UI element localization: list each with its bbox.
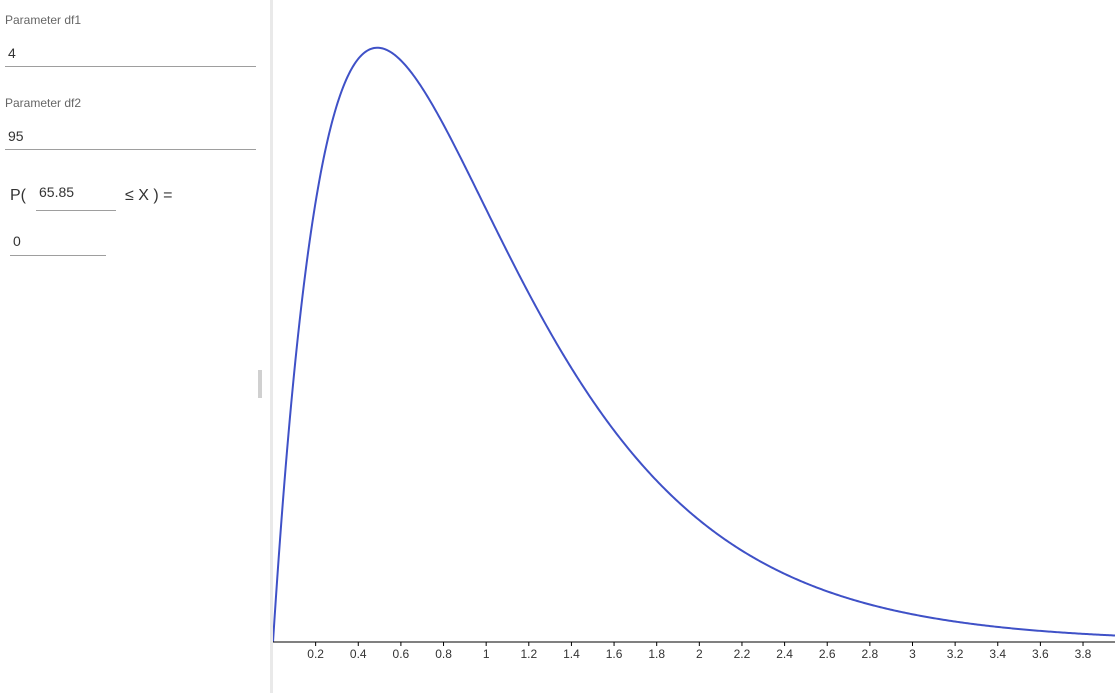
x-tick-label: 2.2 [734,647,751,661]
x-tick-label: 2.4 [776,647,793,661]
x-tick-label: 0.2 [307,647,324,661]
x-tick-label: 1.4 [563,647,580,661]
panel-divider[interactable] [270,0,273,693]
x-tick-label: 3.4 [989,647,1006,661]
probability-prefix: P( [10,187,26,204]
density-curve [273,46,1115,643]
x-tick-label: 2.8 [862,647,879,661]
f-distribution-chart: 0.2 0.4 0.6 0.8 1 1.2 1.4 1.6 1.8 2 2.2 2.4 2.6 2.8 3 3… [273,46,1115,661]
x-tick-label: 1.2 [520,647,537,661]
x-tick-label: 3.6 [1032,647,1049,661]
df1-label: Parameter df1 [5,13,82,27]
probability-lower-input[interactable] [36,180,116,211]
x-tick-label: 1 [483,647,490,661]
x-tick-label: 0.4 [350,647,367,661]
probability-result-field[interactable] [10,226,106,256]
df1-input[interactable] [5,39,256,67]
x-tick-label: 1.6 [606,647,623,661]
x-tick-label: 0.8 [435,647,452,661]
x-tick-label: 2 [696,647,703,661]
df2-label: Parameter df2 [5,96,82,110]
x-tick-label: 0.6 [393,647,410,661]
x-tick-label: 3.2 [947,647,964,661]
x-tick-label: 1.8 [648,647,665,661]
df2-input[interactable] [5,122,256,150]
sidebar-resize-handle[interactable] [258,370,262,398]
x-tick-label: 2.6 [819,647,836,661]
probability-row: P( ≤ X ) = [10,180,260,212]
probability-suffix: ≤ X ) = [125,187,173,204]
parameter-sidebar: Parameter df1 Parameter df2 P( ≤ X ) = [0,0,270,693]
x-axis-ticks: 0.2 0.4 0.6 0.8 1 1.2 1.4 1.6 1.8 2 2.2 2.4 2.6 2.8 3 3… [307,642,1092,661]
graph-view[interactable]: 0.2 0.4 0.6 0.8 1 1.2 1.4 1.6 1.8 2 2.2 2.4 2.6 2.8 3 3… [273,0,1115,693]
x-tick-label: 3 [909,647,916,661]
x-tick-label: 3.8 [1075,647,1092,661]
